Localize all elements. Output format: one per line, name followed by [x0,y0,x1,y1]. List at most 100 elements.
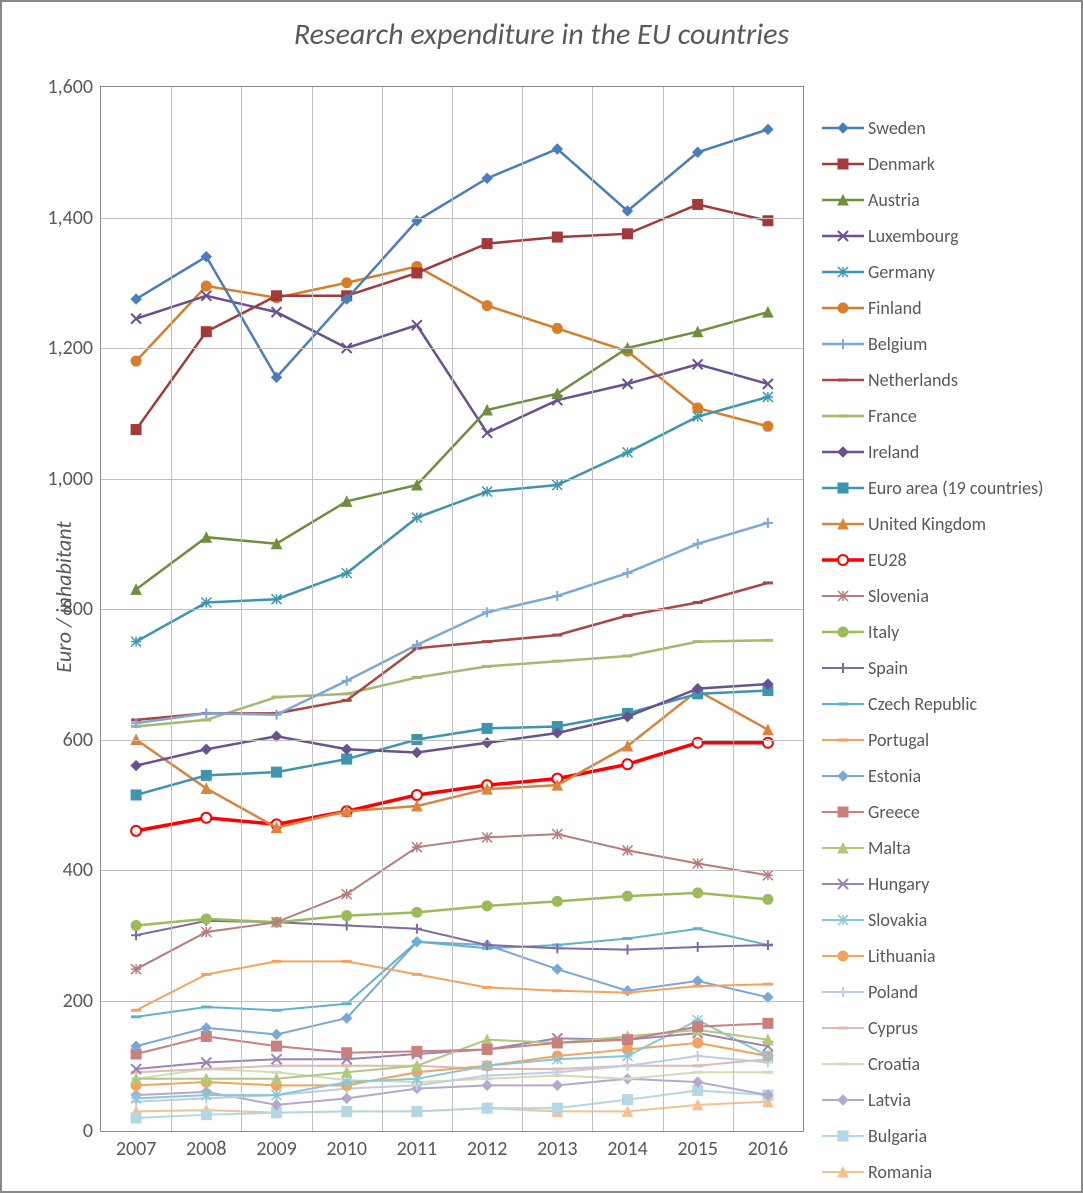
series-marker [412,480,422,490]
legend-label: Euro area (19 countries) [868,477,1043,499]
legend-swatch [822,982,864,1002]
x-tick-label: 2013 [537,1131,578,1161]
x-sep [663,87,664,1131]
series-marker [693,942,703,952]
x-sep [241,87,242,1131]
series-marker [342,744,352,754]
legend-item: Slovenia [822,578,1043,614]
y-tick-label: 1,000 [47,467,101,491]
y-tick-label: 0 [83,1119,101,1143]
series-marker [342,1077,352,1087]
y-tick-label: 200 [63,989,101,1013]
series-marker [412,1106,422,1116]
legend-item: Croatia [822,1046,1043,1082]
series-marker [272,767,282,777]
series-marker [412,320,422,330]
series-marker [272,307,282,317]
legend-swatch [822,370,864,390]
legend-label: Finland [868,297,922,319]
series-marker [482,173,492,183]
series-marker [272,372,282,382]
series-marker [482,487,492,497]
series-marker [693,403,703,413]
series-marker [552,1106,562,1116]
series-marker [201,783,211,793]
legend-swatch [822,118,864,138]
series-marker [763,894,773,904]
legend-swatch [822,1054,864,1074]
legend-swatch [822,622,864,642]
series-marker [131,1090,141,1100]
series-marker [412,1046,422,1056]
series-marker [201,1057,211,1067]
series-marker [412,924,422,934]
series-marker [552,780,562,790]
series-marker [412,268,422,278]
legend-label: Malta [868,837,911,859]
series-marker [482,239,492,249]
series-marker [552,389,562,399]
series-marker [201,1087,211,1097]
legend-label: Sweden [868,117,926,139]
legend-item: Poland [822,974,1043,1010]
series-marker [482,1061,492,1071]
series-marker [552,774,562,784]
series-marker [201,914,211,924]
series-marker [201,532,211,542]
series-marker [693,1028,703,1038]
series-marker [131,1049,141,1059]
series-marker [342,1106,352,1116]
legend-label: Denmark [868,153,935,175]
series-marker [693,147,703,157]
legend-label: Lithuania [868,945,935,967]
series-marker [272,1090,282,1100]
series-marker [763,940,773,950]
series-marker [693,686,703,696]
legend-item: United Kingdom [822,506,1043,542]
legend-swatch [822,478,864,498]
series-marker [342,278,352,288]
series-marker [412,261,422,271]
series-marker [693,412,703,422]
series-marker [552,1103,562,1113]
series-marker [552,1054,562,1064]
legend-label: Cyprus [868,1017,918,1039]
legend-swatch [822,334,864,354]
legend-item: Latvia [822,1082,1043,1118]
series-marker [482,1080,492,1090]
series-marker [693,327,703,337]
series-marker [412,748,422,758]
series-marker [412,937,422,947]
series-marker [552,144,562,154]
legend-swatch [822,1162,864,1182]
legend-item: Lithuania [822,938,1043,974]
y-tick-label: 1,600 [47,75,101,99]
series-marker [552,232,562,242]
legend-swatch [822,694,864,714]
legend-swatch [822,298,864,318]
legend-swatch [822,514,864,534]
series-marker [272,1041,282,1051]
series-marker [693,359,703,369]
series-marker [412,1049,422,1059]
series-marker [201,281,211,291]
legend-swatch [822,406,864,426]
series-marker [272,1074,282,1084]
series-marker [131,1080,141,1090]
y-tick-label: 800 [63,597,101,621]
series-marker [201,770,211,780]
series-marker [693,888,703,898]
y-tick-label: 1,200 [47,336,101,360]
legend-label: Belgium [868,333,927,355]
series-marker [623,708,633,718]
series-marker [131,1113,141,1123]
series-marker [552,323,562,333]
series-marker [131,637,141,647]
series-marker [342,1048,352,1058]
x-tick-label: 2008 [186,1131,227,1161]
series-marker [763,307,773,317]
series-marker [272,819,282,829]
y-tick-label: 400 [63,858,101,882]
legend-label: Latvia [868,1089,911,1111]
series-marker [131,1106,141,1116]
